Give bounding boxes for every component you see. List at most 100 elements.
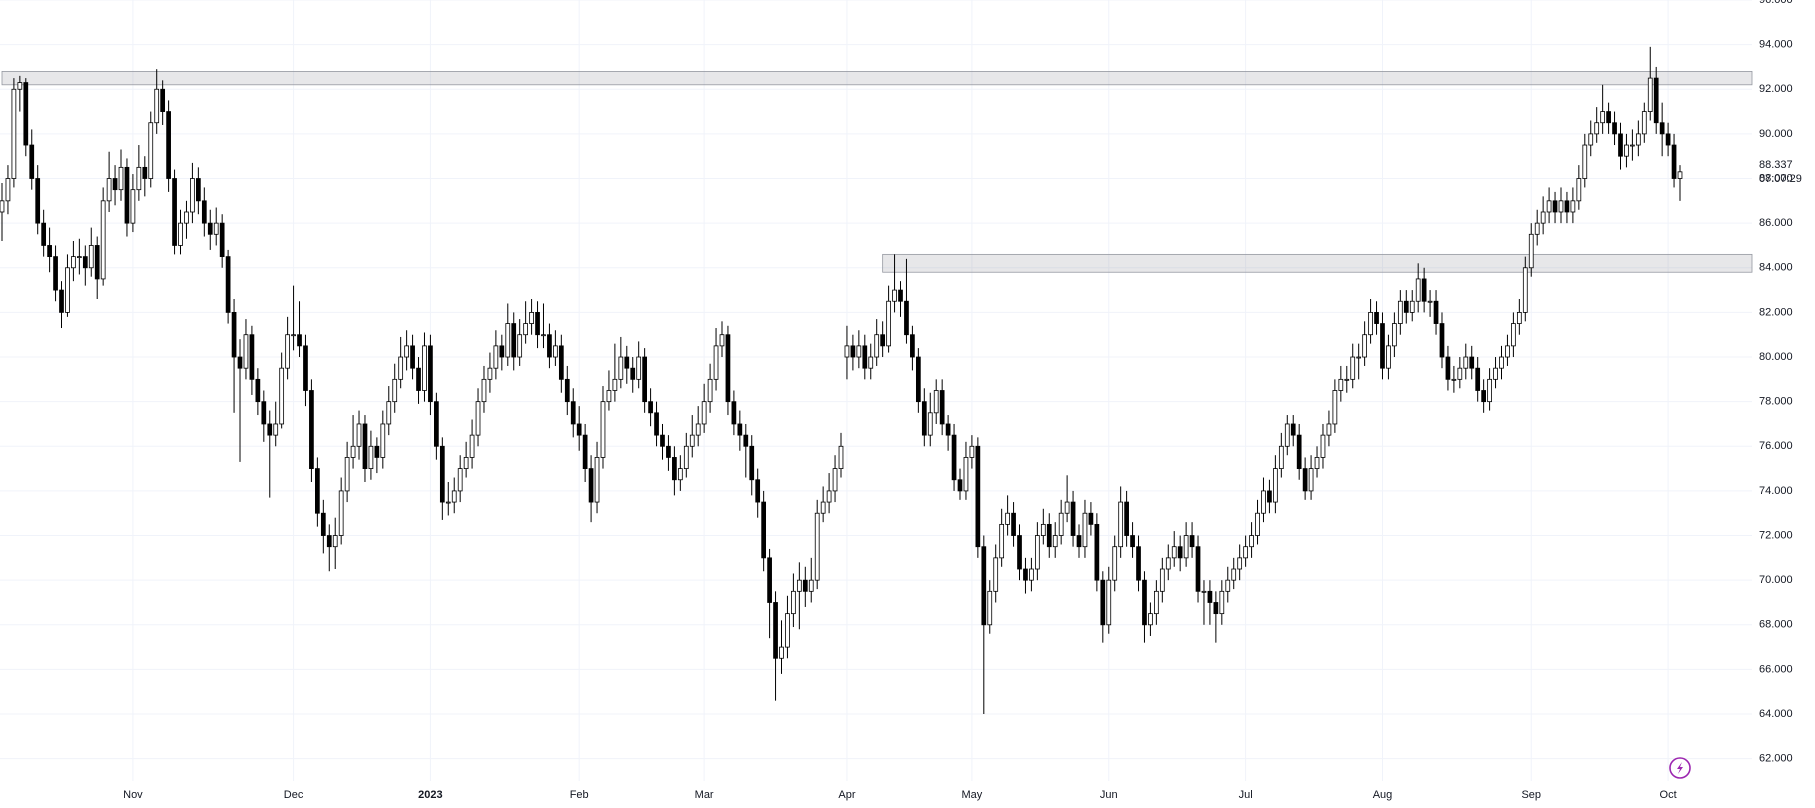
candle-body	[1499, 356, 1504, 369]
candle-body	[707, 378, 713, 403]
candle-body	[463, 457, 469, 470]
x-tick-label: Mar	[695, 789, 714, 801]
zone	[882, 253, 1753, 273]
candle-body	[53, 256, 58, 291]
candle-body	[1576, 178, 1582, 202]
candle-body	[814, 512, 820, 581]
candle-body	[886, 300, 891, 347]
candle-body	[731, 401, 737, 425]
candle-body	[1249, 535, 1254, 548]
x-tick-label: Oct	[1660, 789, 1677, 801]
candle-body	[898, 289, 903, 302]
candle-body	[1142, 579, 1147, 626]
candle-body	[910, 334, 915, 358]
candle-body	[1195, 546, 1201, 592]
candle-body	[65, 267, 70, 313]
candle-body	[939, 390, 945, 425]
candle-body	[457, 468, 463, 492]
candle-body	[1094, 523, 1100, 581]
candle-body	[71, 256, 76, 269]
candle-body	[1058, 512, 1064, 536]
candle-body	[1082, 512, 1088, 548]
candle-body	[624, 356, 630, 369]
candle-body	[1421, 278, 1427, 302]
candle-body	[576, 423, 582, 436]
candle-body	[612, 378, 618, 391]
candle-body	[642, 356, 648, 403]
candle-body	[1403, 300, 1409, 313]
candle-body	[493, 345, 499, 369]
candle-body	[326, 535, 332, 548]
candle-body	[487, 367, 493, 380]
x-tick-label: Jul	[1239, 789, 1253, 801]
candle-body	[779, 646, 784, 659]
candle-body	[237, 356, 243, 369]
candle-body	[672, 457, 677, 481]
candle-body	[838, 445, 844, 469]
lightning-icon[interactable]	[1669, 757, 1691, 779]
y-tick-label: 96.000	[1759, 0, 1793, 6]
candle-body	[689, 434, 695, 447]
candle-body	[392, 378, 398, 403]
candle-body	[773, 602, 778, 659]
candle-body	[1350, 356, 1356, 380]
candle-body	[1046, 523, 1052, 548]
candle-body	[267, 423, 273, 436]
candle-body	[975, 445, 981, 548]
y-tick-label: 80.000	[1759, 351, 1793, 363]
candle-body	[1618, 133, 1623, 157]
candle-body	[184, 211, 189, 224]
x-tick-label: Jun	[1100, 789, 1118, 801]
candle-body	[172, 178, 177, 246]
candle-body	[1052, 535, 1058, 548]
candle-body	[541, 334, 546, 337]
y-tick-label: 76.000	[1759, 440, 1793, 452]
candle-body	[1451, 378, 1457, 381]
candle-body	[1314, 457, 1320, 470]
candle-body	[582, 434, 588, 469]
candle-body	[600, 401, 606, 458]
candle-body	[535, 311, 540, 336]
x-tick-label: Dec	[284, 789, 304, 801]
candle-body	[380, 423, 386, 458]
candle-body	[511, 323, 517, 358]
candle-body	[475, 401, 481, 436]
candle-body	[1392, 323, 1397, 347]
candle-body	[701, 401, 707, 425]
candle-body	[826, 490, 832, 503]
candle-body	[963, 457, 969, 492]
candle-body	[0, 200, 5, 213]
candle-body	[1171, 546, 1177, 559]
candle-body	[1308, 468, 1314, 492]
candle-body	[1201, 590, 1207, 593]
candle-body	[29, 144, 35, 179]
candle-body	[320, 512, 326, 536]
candle-body	[124, 166, 130, 224]
grid	[0, 0, 1752, 781]
candle-body	[666, 445, 671, 458]
candle-body	[505, 323, 511, 358]
axes: 62.000 64.000 66.000 68.000 70.000 72.000 74.0…	[123, 0, 1802, 801]
candle-body	[558, 345, 564, 380]
candle-body	[1034, 535, 1040, 570]
candle-body	[1332, 390, 1338, 425]
candle-body	[915, 356, 921, 403]
x-tick-label: Sep	[1521, 789, 1541, 801]
candle-body	[1088, 512, 1094, 525]
candle-body	[1380, 323, 1385, 369]
candle-body	[1177, 546, 1183, 559]
candle-body	[249, 334, 255, 380]
candle-body	[255, 378, 261, 403]
candle-body	[862, 345, 868, 369]
candle-body	[439, 445, 445, 503]
candle-body	[291, 334, 296, 337]
candle-body	[1136, 546, 1141, 581]
candle-body	[1600, 111, 1606, 124]
candle-body	[820, 501, 826, 514]
y-tick-label: 82.000	[1759, 306, 1793, 318]
y-tick-label: 90.000	[1759, 128, 1793, 140]
candle-body	[1106, 579, 1112, 626]
candle-body	[1159, 568, 1165, 592]
candle-body	[445, 501, 451, 504]
candle-body	[1641, 111, 1647, 135]
